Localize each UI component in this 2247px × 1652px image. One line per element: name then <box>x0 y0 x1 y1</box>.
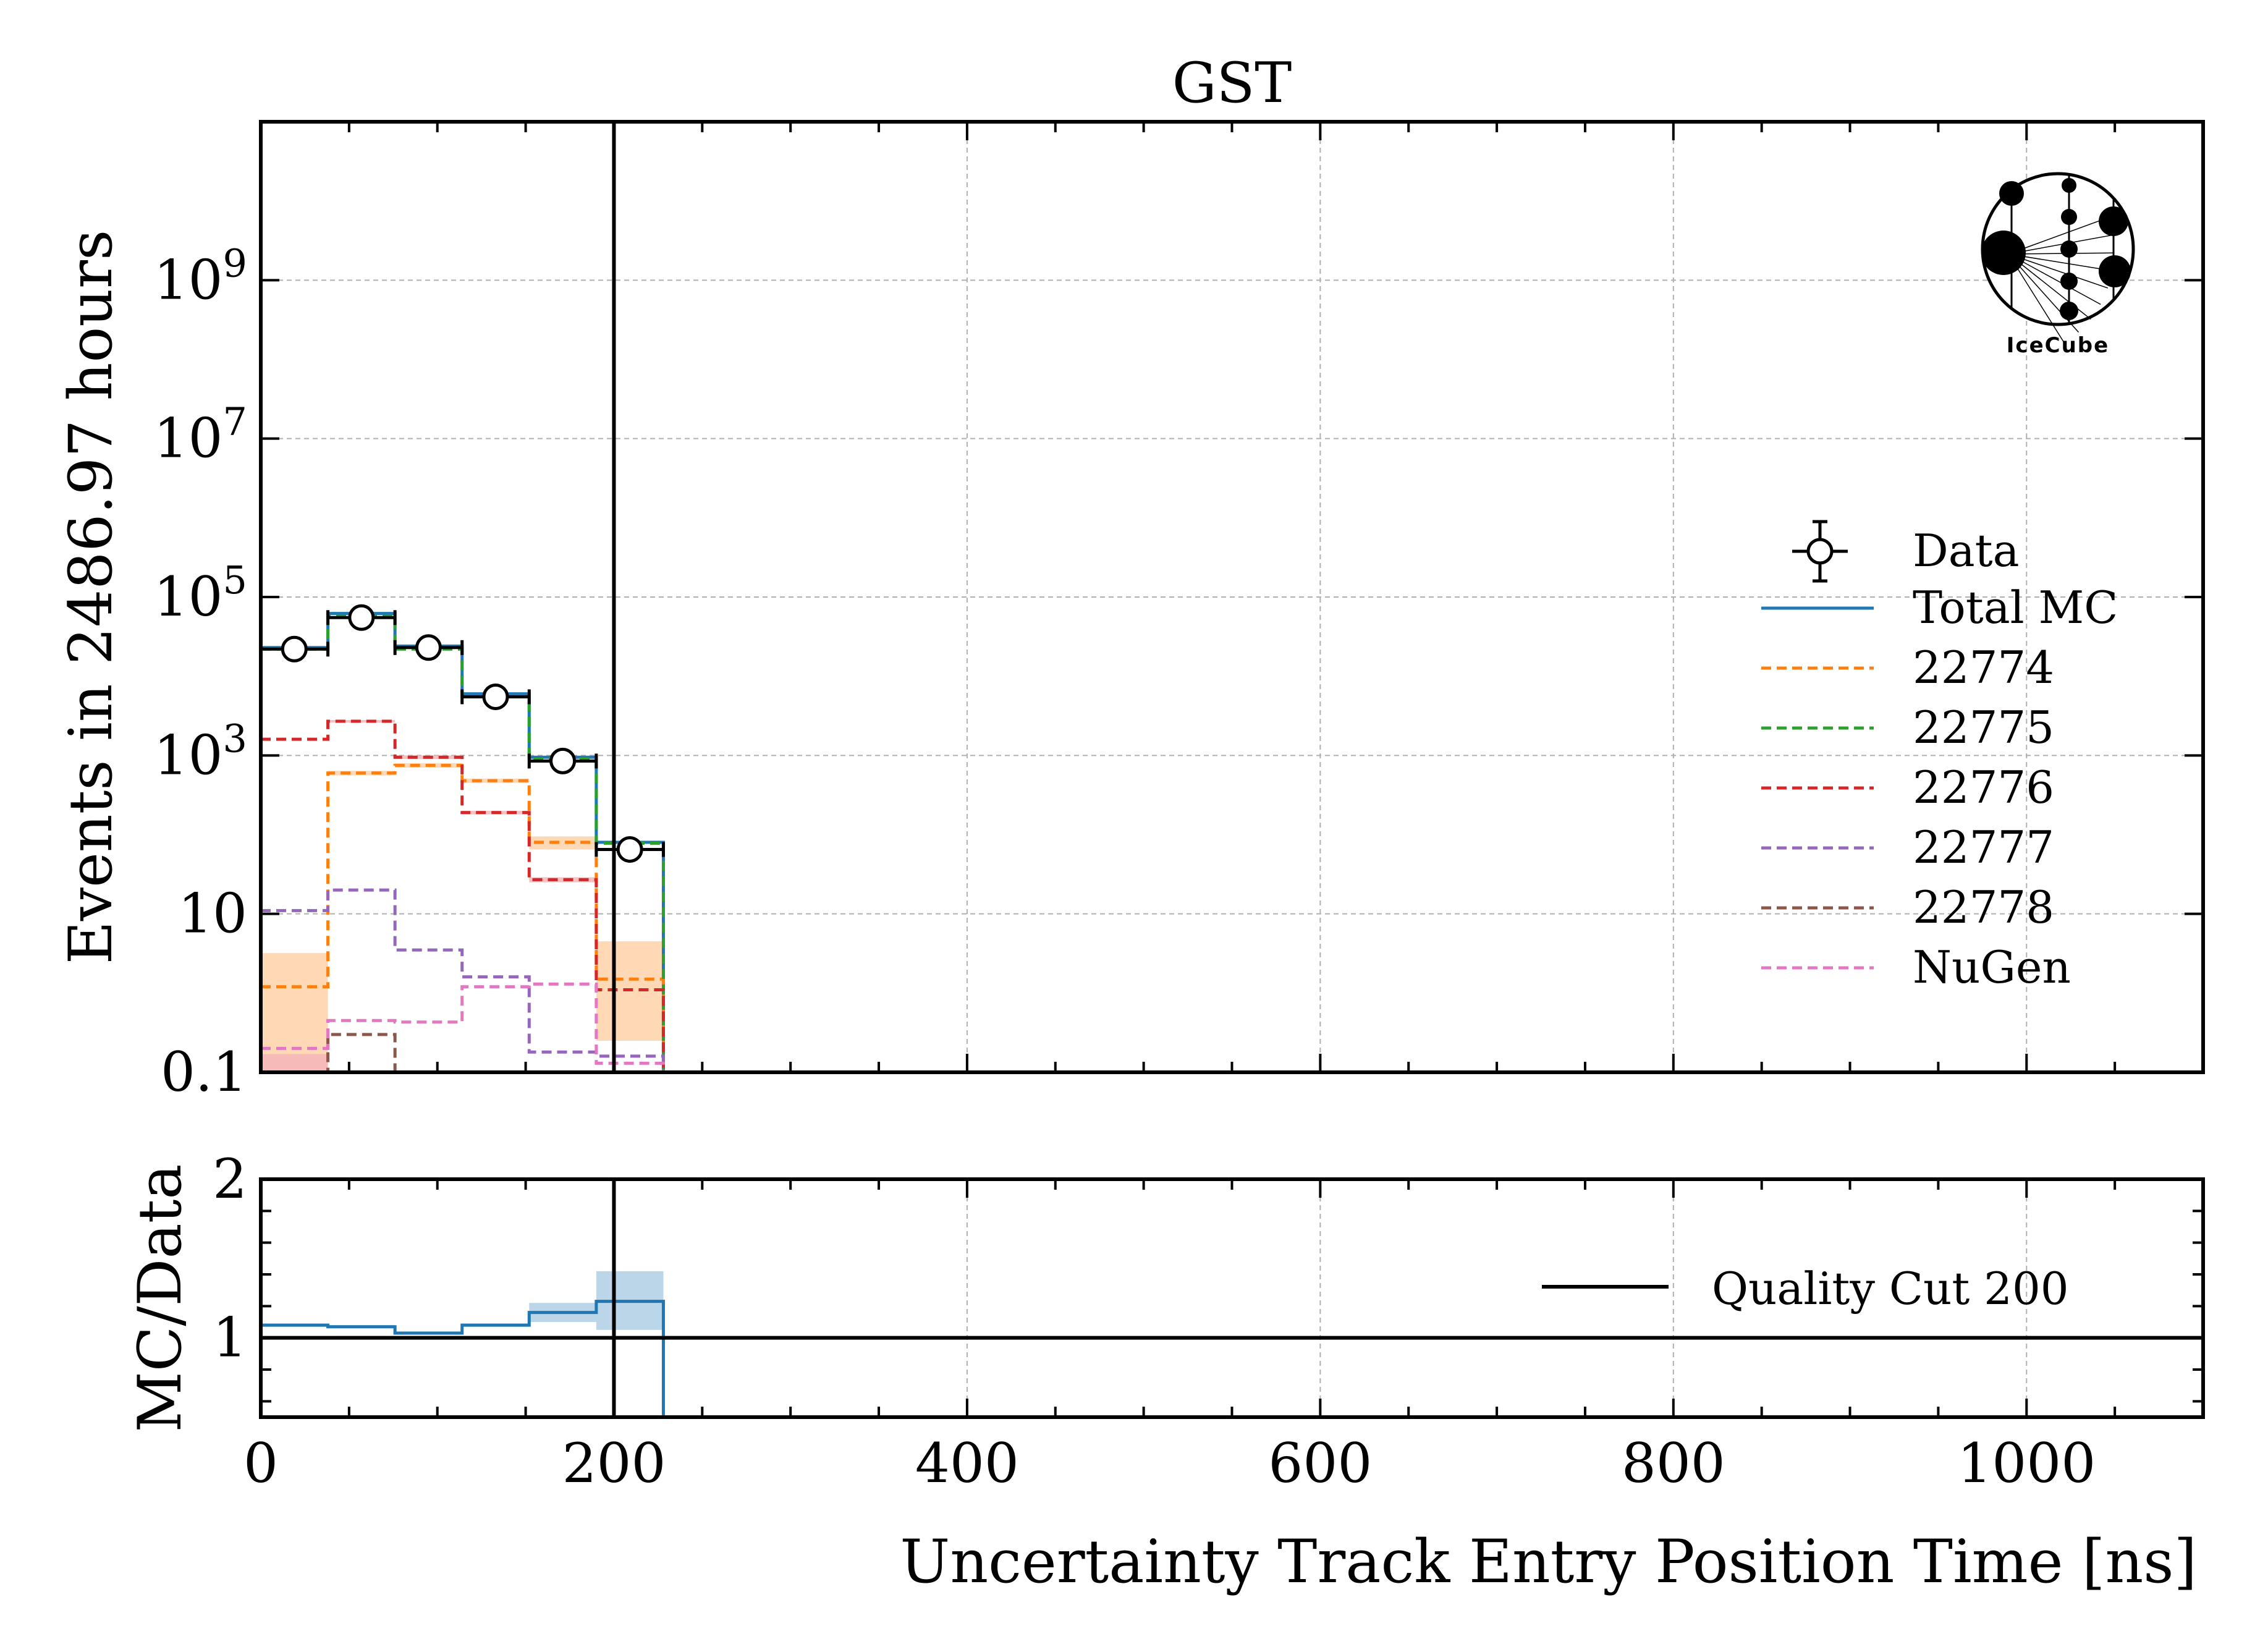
ratio-series-line <box>261 1179 2203 1417</box>
main-y-tick-label: 0.1 <box>161 1040 247 1104</box>
logo-ray <box>2008 253 2109 289</box>
legend-item-22775: 22775 <box>1761 701 2054 753</box>
legend-label: 22776 <box>1913 761 2054 813</box>
legend-label: 22777 <box>1913 821 2054 873</box>
data-marker <box>348 604 375 631</box>
ratio-panel: 12 0 200 400 600 800 1000 MC/Data Uncertainty… <box>125 1147 2205 1596</box>
error-band-22776 <box>529 877 596 883</box>
logo-ray <box>2008 253 2065 344</box>
icecube-logo: IceCube <box>1981 172 2135 358</box>
ratio-y-tick-labels: 12 <box>213 1147 247 1370</box>
logo-ray <box>2008 234 2112 255</box>
series-line-nugen <box>261 982 665 1072</box>
error-band-22774 <box>529 836 596 850</box>
main-y-tick-label: 107 <box>154 399 247 470</box>
x-tick-label: 800 <box>1622 1431 1725 1495</box>
error-band-22776 <box>328 720 396 723</box>
logo-ray <box>2008 253 2091 320</box>
legend-data-marker <box>1806 538 1834 565</box>
data-point <box>595 836 665 863</box>
legend-item-22778: 22778 <box>1761 881 2054 933</box>
logo-ray <box>2008 253 2112 271</box>
main-y-tick-label: 103 <box>154 716 247 787</box>
ratio-y-tick-label: 1 <box>213 1306 247 1370</box>
logo-text: IceCube <box>2007 333 2109 358</box>
main-y-tick-label: 109 <box>154 240 247 311</box>
legend-label-data: Data <box>1913 525 2020 577</box>
logo-dom <box>2060 273 2078 290</box>
main-y-tick-label: 105 <box>154 557 247 629</box>
logo-ray <box>2008 253 2101 305</box>
data-marker <box>482 683 509 710</box>
logo-dom <box>2099 206 2128 236</box>
data-point <box>460 683 531 710</box>
legend-item-22774: 22774 <box>1761 642 2054 693</box>
error-band-22776 <box>261 1054 328 1072</box>
error-band-22774 <box>261 953 328 1072</box>
x-tick-label: 0 <box>243 1431 278 1495</box>
logo-ray <box>2008 252 2114 255</box>
data-points <box>259 604 665 863</box>
ratio-line <box>261 1300 665 1417</box>
logo-dom <box>1999 181 2024 206</box>
x-tick-labels: 0 200 400 600 800 1000 <box>243 1431 2096 1495</box>
x-tick-label: 200 <box>562 1431 666 1495</box>
logo-ray <box>2008 253 2080 333</box>
ratio-y-axis-label: MC/Data <box>125 1164 195 1432</box>
data-point <box>259 635 330 663</box>
legend-label: NuGen <box>1913 941 2071 993</box>
main-y-axis-label: Events in 2486.97 hours <box>56 230 125 964</box>
legend-item-data: Data <box>1792 520 2020 583</box>
ratio-legend: Quality Cut 200 <box>1542 1263 2069 1315</box>
x-tick-label: 600 <box>1268 1431 1372 1495</box>
x-tick-label: 1000 <box>1957 1431 2096 1495</box>
data-point <box>527 747 598 774</box>
main-y-tick-labels: 0.1 10 103 105 107 109 <box>154 240 247 1104</box>
main-grid <box>260 122 2203 1073</box>
x-axis-label: Uncertainty Track Entry Position Time [n… <box>900 1527 2197 1596</box>
ratio-ticks <box>260 1178 2204 1417</box>
legend-item-nugen: NuGen <box>1761 941 2071 993</box>
legend-label: 22775 <box>1913 701 2054 753</box>
main-y-tick-label: 10 <box>178 882 247 946</box>
main-ticks <box>260 122 2204 1074</box>
main-panel: 0.1 10 103 105 107 109 GST Events in 2486.97 … <box>56 51 2205 1104</box>
chart-title: GST <box>1172 51 1292 116</box>
legend-label-quality-cut: Quality Cut 200 <box>1712 1263 2069 1315</box>
data-point <box>326 604 397 631</box>
logo-dom <box>2062 178 2076 193</box>
legend-item-22776: 22776 <box>1761 761 2054 813</box>
logo-dom <box>2060 302 2078 320</box>
data-marker <box>616 836 643 863</box>
legend-label: 22774 <box>1913 642 2054 693</box>
logo-dom <box>2099 255 2131 287</box>
logo-dom <box>2061 209 2077 225</box>
data-point <box>393 634 464 661</box>
legend-label: Total MC <box>1913 582 2118 633</box>
ratio-y-tick-label: 2 <box>213 1147 247 1211</box>
logo-dom <box>1981 231 2026 275</box>
logo-ray <box>2008 218 2107 255</box>
x-tick-label: 400 <box>915 1431 1019 1495</box>
legend-item-total-mc: Total MC <box>1761 582 2118 633</box>
data-marker <box>415 634 442 661</box>
legend-label: 22778 <box>1913 881 2054 933</box>
legend-item-22777: 22777 <box>1761 821 2054 873</box>
data-marker <box>281 635 308 663</box>
data-marker <box>549 747 577 774</box>
